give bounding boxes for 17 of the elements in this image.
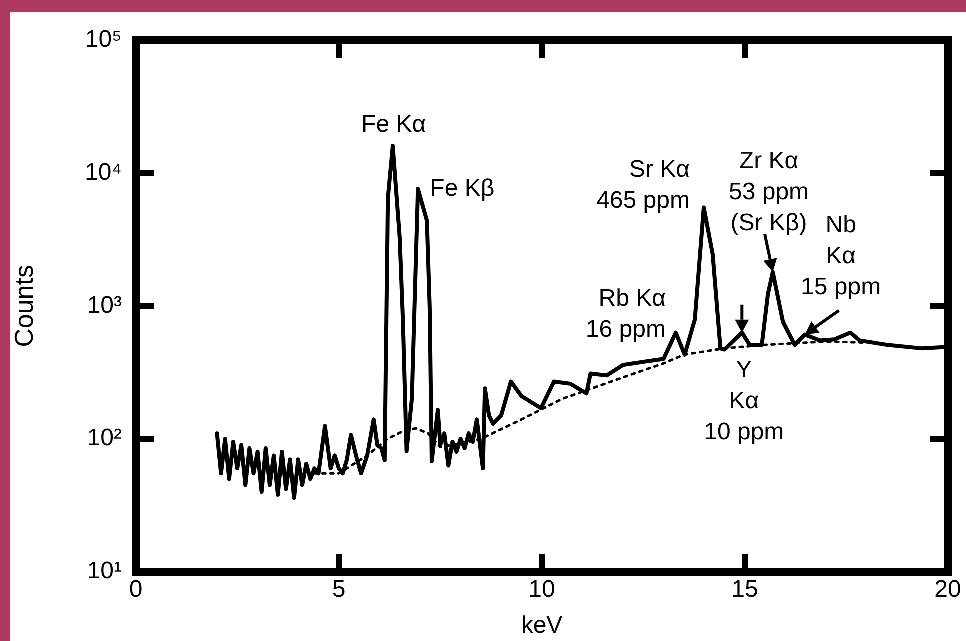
x-tick-label: 5 xyxy=(332,576,346,604)
x-tick-label: 15 xyxy=(732,576,758,604)
annotation: Fe Kβ xyxy=(430,174,495,202)
annotation: Sr Kα 465 ppm xyxy=(596,156,690,214)
y-axis-title: Counts xyxy=(8,265,39,348)
y-tick-label: 10¹ xyxy=(87,558,122,585)
y-tick-label: 10⁵ xyxy=(85,26,122,54)
y-tick-label: 10³ xyxy=(87,292,122,319)
x-tick-label: 10 xyxy=(528,576,556,604)
x-tick-label: 20 xyxy=(934,576,962,604)
annotation: Y Kα 10 ppm xyxy=(704,356,784,446)
y-tick-label: 10² xyxy=(87,424,122,452)
y-tick-label: 10⁴ xyxy=(84,158,122,186)
annotation: Rb Kα 16 ppm xyxy=(586,284,666,343)
x-axis-title: keV xyxy=(521,612,563,640)
x-tick-label: 0 xyxy=(129,576,143,604)
annotation: Fe Kα xyxy=(362,111,426,138)
